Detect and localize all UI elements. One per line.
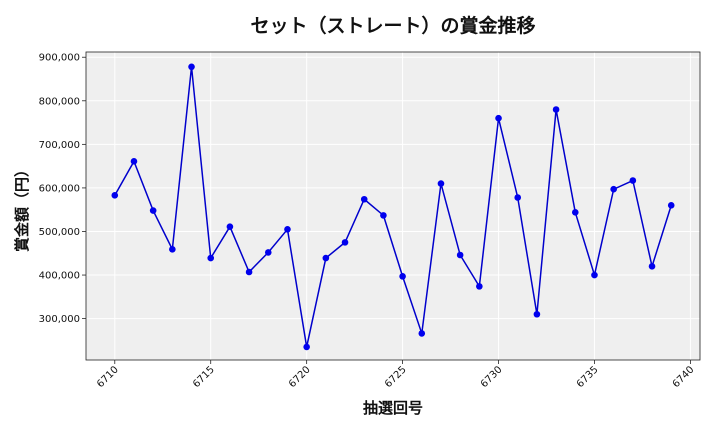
data-point	[380, 212, 387, 219]
grid	[86, 52, 700, 360]
data-point	[284, 226, 291, 233]
data-point	[169, 246, 176, 253]
x-axis: 6710 6715 6720 6725 6730 6735 6740	[95, 360, 697, 390]
x-tick-label: 6715	[191, 364, 217, 390]
plot-frame	[85, 51, 701, 361]
data-point	[245, 268, 253, 276]
x-tick-label: 6720	[287, 364, 313, 390]
x-tick-label: 6730	[479, 364, 505, 390]
x-tick-label: 6740	[671, 364, 697, 390]
data-point	[303, 343, 310, 351]
chart-title: セット（ストレート）の賞金推移	[250, 14, 535, 37]
x-axis-label: 抽選回号	[363, 399, 423, 417]
y-tick-label: 800,000	[39, 96, 80, 107]
data-point	[610, 185, 617, 193]
data-points	[111, 63, 675, 351]
series-line	[114, 66, 672, 348]
data-point	[591, 271, 598, 279]
data-point	[226, 223, 234, 230]
data-point	[264, 249, 272, 256]
data-point	[571, 209, 579, 216]
y-tick-label: 400,000	[39, 271, 80, 282]
data-point	[360, 195, 368, 203]
data-point	[629, 177, 637, 184]
data-point	[476, 283, 483, 290]
y-tick-label: 300,000	[39, 314, 80, 325]
data-point	[533, 310, 541, 318]
data-point	[111, 192, 119, 199]
y-tick-label: 600,000	[39, 183, 80, 194]
data-point	[514, 194, 522, 201]
data-point	[552, 106, 560, 113]
x-tick-label: 6710	[95, 364, 121, 390]
x-tick-label: 6725	[383, 364, 409, 390]
data-point	[456, 251, 464, 259]
data-point	[418, 330, 426, 337]
y-tick-label: 500,000	[39, 227, 80, 238]
x-tick-label: 6735	[575, 364, 601, 390]
data-point	[341, 239, 349, 246]
data-point	[188, 63, 195, 71]
data-point	[648, 263, 656, 270]
data-point	[437, 180, 445, 187]
plot-area	[86, 52, 700, 360]
data-point	[399, 273, 406, 280]
data-point	[130, 158, 138, 165]
data-point	[667, 202, 675, 209]
y-axis-label: 賞金額（円）	[13, 162, 31, 252]
data-point	[149, 207, 157, 214]
data-point	[495, 114, 502, 122]
data-point	[207, 254, 215, 262]
y-axis: 300,000 400,000 500,000 600,000 700,000 800,0…	[39, 53, 86, 325]
y-tick-label: 700,000	[39, 140, 80, 151]
y-tick-label: 900,000	[39, 53, 80, 64]
data-point	[322, 254, 330, 262]
